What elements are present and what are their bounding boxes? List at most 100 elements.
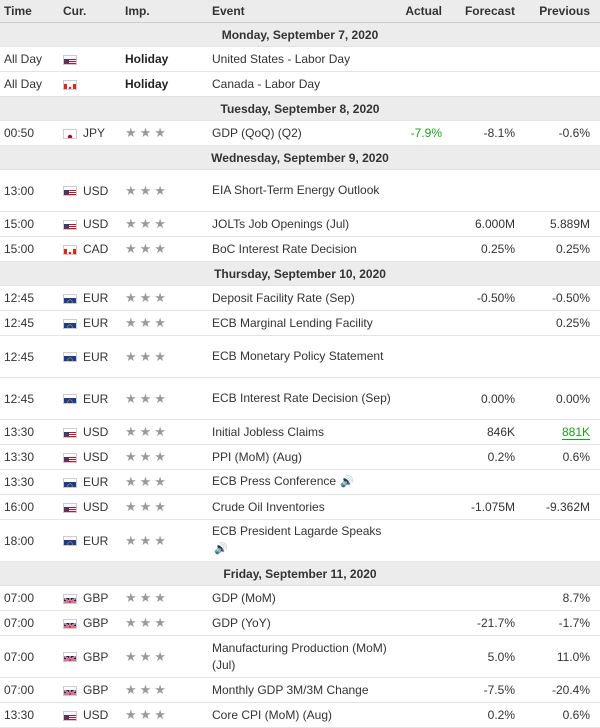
speaker-icon[interactable]: 🔊	[214, 543, 228, 555]
header-row: Time Cur. Imp. Event Actual Forecast Pre…	[0, 0, 600, 23]
event-forecast	[452, 310, 525, 336]
event-row[interactable]: 12:45 EUR ★★★ ECB Monetary Policy Statement	[0, 335, 600, 378]
event-previous-value: 0.25%	[555, 316, 590, 330]
event-name[interactable]: Manufacturing Production (MoM) (Jul)	[212, 640, 387, 672]
event-currency-cell: GBP	[60, 610, 125, 636]
event-row[interactable]: 16:00 USD ★★★ Crude Oil Inventories -1.075M -…	[0, 494, 600, 520]
event-row[interactable]: 18:00 EUR ★★★ ECB President Lagarde Speaks 🔊	[0, 519, 600, 562]
event-cell: JOLTs Job Openings (Jul)	[212, 211, 400, 237]
event-row[interactable]: 07:00 GBP ★★★ Monthly GDP 3M/3M Change -7.5%…	[0, 677, 600, 703]
importance-stars: ★★★	[125, 677, 212, 703]
event-name[interactable]: GDP (YoY)	[212, 615, 271, 630]
event-row[interactable]: All Day Holiday Canada - Labor Day	[0, 71, 600, 97]
event-name[interactable]: ECB Marginal Lending Facility	[212, 315, 373, 330]
event-row[interactable]: 13:30 USD ★★★ PPI (MoM) (Aug) 0.2% 0.6%	[0, 444, 600, 470]
event-forecast	[452, 71, 525, 97]
event-row[interactable]: 00:50 JPY ★★★ GDP (QoQ) (Q2) -7.9% -8.1% -0.6%	[0, 120, 600, 146]
event-name[interactable]: PPI (MoM) (Aug)	[212, 449, 303, 464]
event-name[interactable]: EIA Short-Term Energy Outlook	[212, 183, 380, 197]
event-forecast: 0.25%	[452, 236, 525, 262]
event-row[interactable]: 12:45 EUR ★★★ Deposit Facility Rate (Sep) -0…	[0, 285, 600, 311]
event-cell: ECB Monetary Policy Statement	[212, 335, 400, 378]
event-row[interactable]: 13:30 EUR ★★★ ECB Press Conference 🔊	[0, 469, 600, 495]
event-row[interactable]: 13:00 USD ★★★ EIA Short-Term Energy Outlook	[0, 169, 600, 212]
header-event[interactable]: Event	[212, 0, 400, 23]
importance-stars: ★★★	[125, 494, 212, 520]
header-previous[interactable]: Previous	[525, 0, 600, 23]
event-name[interactable]: Deposit Facility Rate (Sep)	[212, 290, 355, 305]
event-currency: EUR	[83, 316, 109, 330]
event-actual	[400, 677, 452, 703]
event-forecast: -7.5%	[452, 677, 525, 703]
event-row[interactable]: 15:00 CAD ★★★ BoC Interest Rate Decision 0.2…	[0, 236, 600, 262]
event-previous: -0.50%	[525, 285, 600, 311]
event-currency-cell	[60, 71, 125, 97]
event-previous-value: 0.00%	[555, 391, 590, 406]
event-row[interactable]: 07:00 GBP ★★★ Manufacturing Production (MoM…	[0, 635, 600, 678]
event-actual	[400, 635, 452, 678]
header-currency[interactable]: Cur.	[60, 0, 125, 23]
event-row[interactable]: 15:00 USD ★★★ JOLTs Job Openings (Jul) 6.000…	[0, 211, 600, 237]
event-cell: ECB Press Conference 🔊	[212, 469, 400, 495]
event-name[interactable]: United States - Labor Day	[212, 51, 351, 66]
event-name[interactable]: Crude Oil Inventories	[212, 499, 325, 514]
header-time[interactable]: Time	[0, 0, 60, 23]
event-previous: 11.0%	[525, 635, 600, 678]
event-forecast: -8.1%	[452, 120, 525, 146]
event-cell: Core CPI (MoM) (Aug)	[212, 702, 400, 728]
event-name[interactable]: ECB Interest Rate Decision (Sep)	[212, 391, 391, 405]
event-previous	[525, 169, 600, 212]
event-cell: GDP (YoY)	[212, 610, 400, 636]
event-name[interactable]: Monthly GDP 3M/3M Change	[212, 682, 369, 697]
event-time: 12:45	[0, 285, 60, 311]
event-previous: 0.6%	[525, 702, 600, 728]
event-row[interactable]: 12:45 EUR ★★★ ECB Interest Rate Decision (S…	[0, 377, 600, 420]
event-previous-value: 881K	[561, 425, 590, 440]
header-forecast[interactable]: Forecast	[452, 0, 525, 23]
event-currency: GBP	[83, 591, 109, 605]
header-importance[interactable]: Imp.	[125, 0, 212, 23]
importance-stars: ★★★	[125, 702, 212, 728]
event-actual	[400, 169, 452, 212]
event-name[interactable]: GDP (MoM)	[212, 590, 276, 605]
event-name[interactable]: JOLTs Job Openings (Jul)	[212, 216, 350, 231]
event-previous: 5.889M	[525, 211, 600, 237]
event-row[interactable]: 12:45 EUR ★★★ ECB Marginal Lending Facility…	[0, 310, 600, 336]
day-header-row: Tuesday, September 8, 2020	[0, 96, 600, 121]
event-currency: USD	[83, 217, 109, 231]
event-name[interactable]: GDP (QoQ) (Q2)	[212, 125, 302, 140]
event-row[interactable]: 07:00 GBP ★★★ GDP (MoM) 8.7%	[0, 585, 600, 611]
event-previous-value: -9.362M	[545, 500, 590, 514]
holiday-label: Holiday	[125, 71, 212, 97]
event-name[interactable]: ECB Press Conference	[212, 474, 337, 488]
event-name[interactable]: Initial Jobless Claims	[212, 424, 325, 439]
event-time: All Day	[0, 46, 60, 72]
event-previous: 0.25%	[525, 236, 600, 262]
event-currency: USD	[83, 708, 109, 722]
event-time: 15:00	[0, 211, 60, 237]
event-previous	[525, 469, 600, 495]
event-name[interactable]: BoC Interest Rate Decision	[212, 241, 357, 256]
event-name[interactable]: Core CPI (MoM) (Aug)	[212, 707, 333, 722]
us-flag-icon	[63, 502, 77, 513]
event-name[interactable]: Canada - Labor Day	[212, 76, 321, 91]
header-actual[interactable]: Actual	[400, 0, 452, 23]
event-row[interactable]: All Day Holiday United States - Labor Day	[0, 46, 600, 72]
event-row[interactable]: 13:30 USD ★★★ Core CPI (MoM) (Aug) 0.2% 0.6%	[0, 702, 600, 728]
day-header-row: Friday, September 11, 2020	[0, 561, 600, 586]
event-currency-cell: GBP	[60, 585, 125, 611]
event-forecast: 5.0%	[452, 635, 525, 678]
event-forecast: -1.075M	[452, 494, 525, 520]
speaker-icon[interactable]: 🔊	[340, 476, 354, 488]
event-currency-cell: USD	[60, 444, 125, 470]
day-header-row: Wednesday, September 9, 2020	[0, 145, 600, 170]
event-currency-cell: CAD	[60, 236, 125, 262]
event-row[interactable]: 07:00 GBP ★★★ GDP (YoY) -21.7% -1.7%	[0, 610, 600, 636]
event-previous-value: 0.6%	[562, 708, 590, 722]
eu-flag-icon	[63, 352, 77, 363]
event-name[interactable]: ECB Monetary Policy Statement	[212, 349, 384, 363]
event-cell: GDP (QoQ) (Q2)	[212, 120, 400, 146]
event-name[interactable]: ECB President Lagarde Speaks	[212, 524, 382, 538]
event-row[interactable]: 13:30 USD ★★★ Initial Jobless Claims 846K 881…	[0, 419, 600, 445]
event-actual	[400, 444, 452, 470]
